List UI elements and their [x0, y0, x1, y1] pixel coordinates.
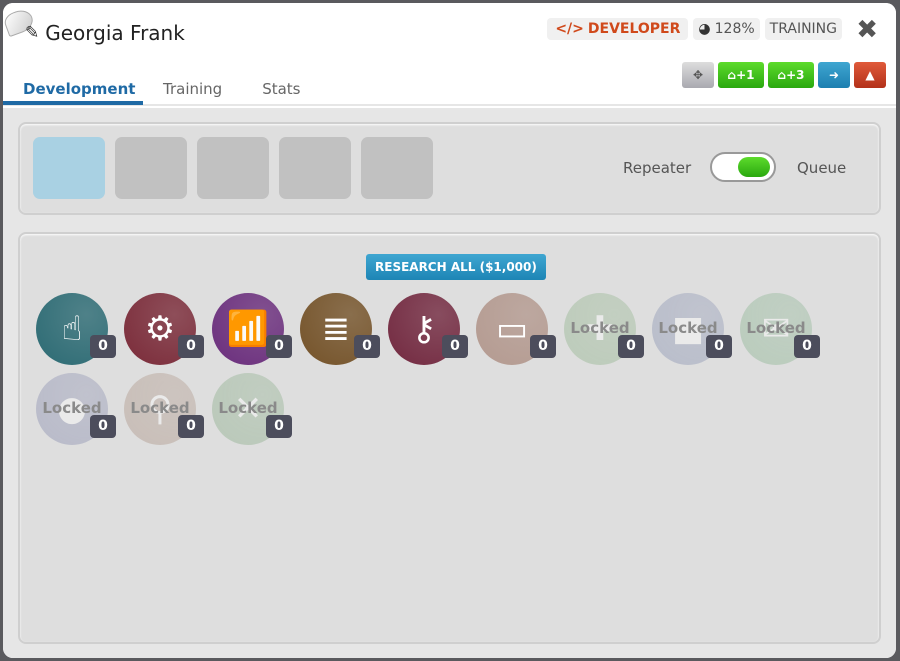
- research-panel: RESEARCH ALL ($1,000) ☝ 0 ⚙ 0 📶 0 ≣ 0 ⚷ 0 ▭ 0 ✚ Locke…: [18, 232, 881, 644]
- video-camera-icon: ■: [671, 309, 705, 349]
- window-title: ✎ Georgia Frank: [25, 21, 185, 45]
- research-node[interactable]: ⚷ 0: [388, 293, 468, 365]
- house-icon: ⌂: [777, 68, 787, 82]
- database-icon: ≣: [321, 309, 351, 349]
- research-node[interactable]: 📶 0: [212, 293, 292, 365]
- envelope-icon: ✉: [761, 309, 791, 349]
- research-count-badge: 0: [266, 335, 292, 358]
- pointer-hand-icon: ☝: [61, 309, 83, 349]
- house-icon: ⌂: [727, 68, 737, 82]
- wifi-icon: 📶: [226, 309, 270, 349]
- research-all-button[interactable]: RESEARCH ALL ($1,000): [366, 254, 546, 280]
- house-plus-3-button[interactable]: ⌂ +3: [768, 62, 814, 88]
- content-area: Repeater Queue RESEARCH ALL ($1,000) ☝ 0 ⚙…: [3, 108, 896, 658]
- research-node[interactable]: ☝ 0: [36, 293, 116, 365]
- employee-name: Georgia Frank: [45, 21, 185, 45]
- research-node[interactable]: ● Locked 0: [36, 373, 116, 445]
- compress-icon: ✕: [233, 389, 263, 429]
- queue-slot[interactable]: [361, 137, 433, 199]
- exit-icon: ➜: [828, 68, 840, 82]
- status-badge: TRAINING: [764, 18, 842, 40]
- puzzle-icon: ✚: [585, 309, 615, 349]
- research-count-badge: 0: [530, 335, 556, 358]
- research-node[interactable]: ✕ Locked 0: [212, 373, 292, 445]
- move-icon: ✥: [692, 68, 704, 82]
- research-count-badge: 0: [442, 335, 468, 358]
- queue-slot[interactable]: [115, 137, 187, 199]
- research-count-badge: 0: [706, 335, 732, 358]
- house-plus-1-button[interactable]: ⌂ +1: [718, 62, 764, 88]
- move-button[interactable]: ✥: [682, 62, 714, 88]
- research-count-badge: 0: [178, 335, 204, 358]
- research-count-badge: 0: [266, 415, 292, 438]
- employee-window: ✎ Georgia Frank </> DEVELOPER ◕ 128% TRAIN…: [3, 3, 896, 658]
- gears-icon: ⚙: [144, 309, 176, 349]
- research-node[interactable]: ✚ Locked 0: [564, 293, 644, 365]
- locked-label: Locked: [746, 319, 806, 337]
- research-node[interactable]: ≣ 0: [300, 293, 380, 365]
- locked-label: Locked: [570, 319, 630, 337]
- research-node[interactable]: ■ Locked 0: [652, 293, 732, 365]
- close-icon[interactable]: ✖: [856, 15, 878, 45]
- locked-label: Locked: [658, 319, 718, 337]
- hard-drive-icon: ▭: [495, 309, 529, 349]
- header: ✎ Georgia Frank </> DEVELOPER ◕ 128% TRAIN…: [3, 3, 896, 106]
- queue-slot[interactable]: [279, 137, 351, 199]
- role-badge: </> DEVELOPER: [547, 18, 689, 40]
- tab-stats[interactable]: Stats: [262, 80, 301, 98]
- research-node-circle: ✕: [212, 373, 284, 445]
- queue-panel: Repeater Queue: [18, 122, 881, 215]
- key-icon: ⚷: [411, 309, 437, 349]
- research-count-badge: 0: [90, 335, 116, 358]
- research-count-badge: 0: [354, 335, 380, 358]
- research-node[interactable]: ⚙ 0: [124, 293, 204, 365]
- research-node[interactable]: ▭ 0: [476, 293, 556, 365]
- search-icon: ⚲: [147, 389, 173, 429]
- speed-value: 128%: [714, 21, 755, 37]
- queue-slot[interactable]: [33, 137, 105, 199]
- research-node[interactable]: ✉ Locked 0: [740, 293, 820, 365]
- code-icon: </>: [555, 21, 584, 37]
- research-count-badge: 0: [794, 335, 820, 358]
- research-count-badge: 0: [178, 415, 204, 438]
- research-node[interactable]: ⚲ Locked 0: [124, 373, 204, 445]
- locked-label: Locked: [218, 399, 278, 417]
- research-node-circle: ⚙: [124, 293, 196, 365]
- toggle-knob: [738, 157, 770, 177]
- globe-icon: ●: [57, 389, 87, 429]
- queue-label: Queue: [797, 159, 847, 177]
- speedometer-icon: ◕: [698, 21, 711, 37]
- research-count-badge: 0: [618, 335, 644, 358]
- fire-button[interactable]: ▲: [854, 62, 886, 88]
- locked-label: Locked: [42, 399, 102, 417]
- speed-badge: ◕ 128%: [693, 18, 760, 40]
- research-node-circle: ☝: [36, 293, 108, 365]
- house-plus-1-label: +1: [736, 68, 755, 82]
- repeater-queue-toggle[interactable]: [710, 152, 776, 182]
- repeater-label: Repeater: [623, 159, 692, 177]
- tab-development[interactable]: Development: [3, 75, 143, 105]
- exit-button[interactable]: ➜: [818, 62, 850, 88]
- house-plus-3-label: +3: [786, 68, 805, 82]
- queue-slot[interactable]: [197, 137, 269, 199]
- locked-label: Locked: [130, 399, 190, 417]
- tab-training[interactable]: Training: [163, 80, 223, 98]
- research-count-badge: 0: [90, 415, 116, 438]
- role-label: DEVELOPER: [587, 21, 681, 37]
- fire-icon: ▲: [865, 68, 875, 82]
- edit-icon[interactable]: ✎: [25, 23, 40, 43]
